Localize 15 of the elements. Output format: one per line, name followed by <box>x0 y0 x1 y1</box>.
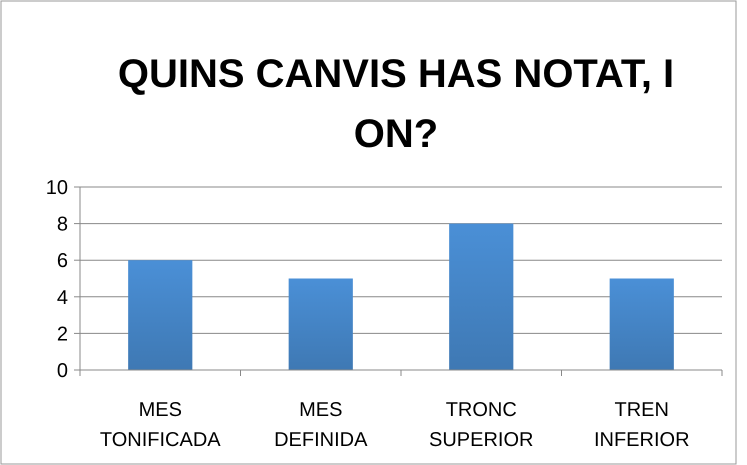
y-tick-label: 2 <box>56 323 68 346</box>
y-tick-label: 8 <box>56 214 68 236</box>
bar <box>449 224 514 370</box>
x-tick-label: MES DEFINIDA <box>274 399 368 451</box>
bar <box>288 278 353 370</box>
y-tick-label: 10 <box>46 177 68 199</box>
x-tick-label: MES TONIFICADA <box>100 399 222 451</box>
x-tick-label: TREN INFERIOR <box>594 399 690 451</box>
y-tick-label: 0 <box>56 360 68 382</box>
chart-title: QUINS CANVIS HAS NOTAT, I ON? <box>118 52 674 156</box>
y-tick-label: 4 <box>56 286 68 309</box>
x-tick-label: TRONC SUPERIOR <box>429 399 534 451</box>
y-tick-label: 6 <box>56 250 68 272</box>
bar <box>128 260 192 370</box>
bar <box>610 278 674 370</box>
